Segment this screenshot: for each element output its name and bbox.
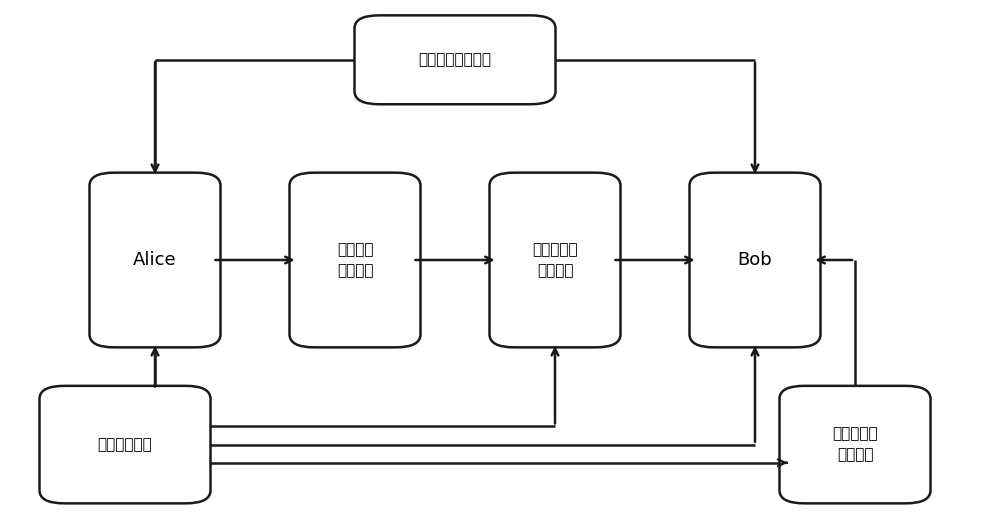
FancyBboxPatch shape xyxy=(690,173,820,347)
Text: 时钟同步模块: 时钟同步模块 xyxy=(98,437,152,452)
FancyBboxPatch shape xyxy=(40,386,210,503)
FancyBboxPatch shape xyxy=(90,173,220,347)
FancyBboxPatch shape xyxy=(355,15,556,104)
Text: 触发光脉冲
发生模块: 触发光脉冲 发生模块 xyxy=(532,242,578,278)
FancyBboxPatch shape xyxy=(780,386,930,503)
Text: Alice: Alice xyxy=(133,251,177,269)
Text: 经典信号截取模块: 经典信号截取模块 xyxy=(418,53,492,67)
Text: 致盲脉冲光
发生模块: 致盲脉冲光 发生模块 xyxy=(832,426,878,463)
Text: Bob: Bob xyxy=(738,251,772,269)
Text: 量子信号
截取模块: 量子信号 截取模块 xyxy=(337,242,373,278)
FancyBboxPatch shape xyxy=(490,173,620,347)
FancyBboxPatch shape xyxy=(290,173,420,347)
